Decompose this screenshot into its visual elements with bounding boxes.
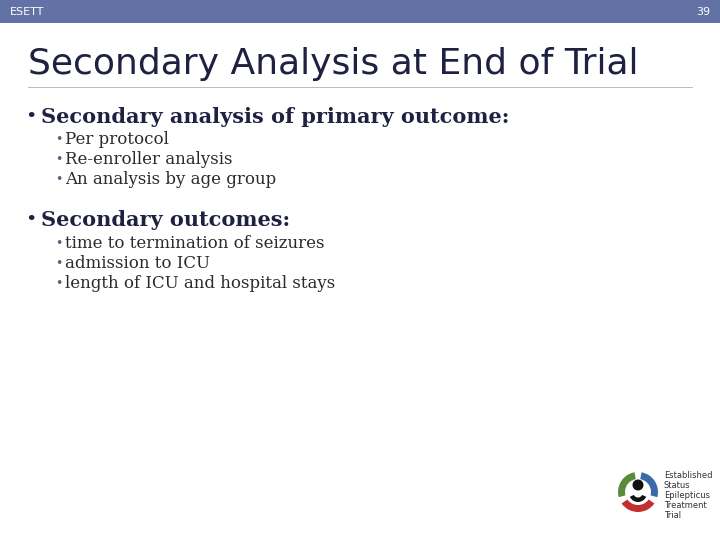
Text: Per protocol: Per protocol xyxy=(65,132,169,148)
Text: admission to ICU: admission to ICU xyxy=(65,254,210,272)
Text: Trial: Trial xyxy=(664,511,681,521)
Wedge shape xyxy=(618,472,636,497)
Text: •: • xyxy=(25,211,37,229)
Circle shape xyxy=(632,480,644,490)
Text: length of ICU and hospital stays: length of ICU and hospital stays xyxy=(65,274,336,292)
Text: •: • xyxy=(25,108,37,126)
Text: time to termination of seizures: time to termination of seizures xyxy=(65,234,325,252)
Text: Treatment: Treatment xyxy=(664,502,707,510)
Text: •: • xyxy=(55,173,63,186)
FancyBboxPatch shape xyxy=(0,0,720,23)
Wedge shape xyxy=(630,495,646,502)
Wedge shape xyxy=(640,472,658,497)
Text: •: • xyxy=(55,153,63,166)
Text: Status: Status xyxy=(664,482,690,490)
Text: •: • xyxy=(55,133,63,146)
Text: Secondary analysis of primary outcome:: Secondary analysis of primary outcome: xyxy=(41,107,509,127)
Text: Established: Established xyxy=(664,471,713,481)
Text: ESETT: ESETT xyxy=(10,7,45,17)
Text: •: • xyxy=(55,237,63,249)
Text: Secondary outcomes:: Secondary outcomes: xyxy=(41,210,290,230)
Text: An analysis by age group: An analysis by age group xyxy=(65,172,276,188)
Text: Re-enroller analysis: Re-enroller analysis xyxy=(65,152,233,168)
Text: Epilepticus: Epilepticus xyxy=(664,491,710,501)
Text: •: • xyxy=(55,256,63,269)
Text: •: • xyxy=(55,276,63,289)
Wedge shape xyxy=(621,500,654,512)
Text: 39: 39 xyxy=(696,7,710,17)
Text: Secondary Analysis at End of Trial: Secondary Analysis at End of Trial xyxy=(28,47,639,81)
